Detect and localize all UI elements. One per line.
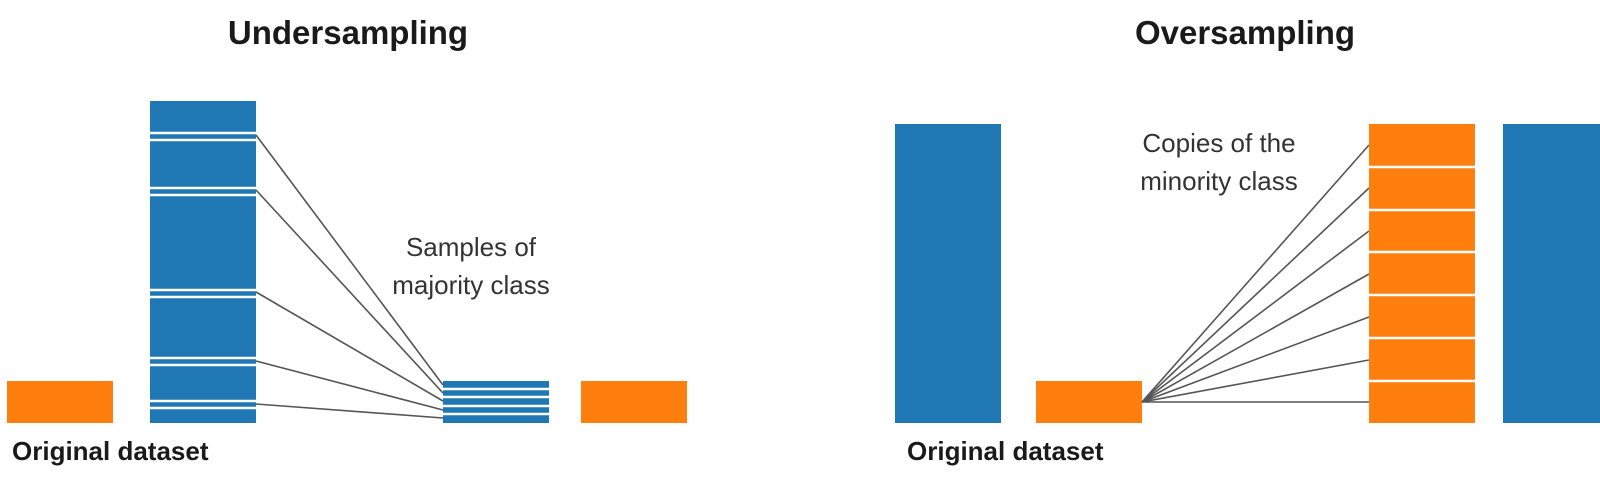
os-connector-lines: [1141, 144, 1370, 403]
os-connector: [1141, 359, 1370, 403]
us-original-minority-bar: [7, 381, 113, 423]
oversampling-panel: Oversampling Copies of the: [895, 14, 1600, 466]
us-note-line-1: Samples of: [406, 232, 537, 262]
us-connector: [255, 403, 444, 419]
os-note-line-2: minority class: [1140, 166, 1297, 196]
os-original-minority-bar: [1036, 381, 1142, 423]
os-connector: [1141, 230, 1370, 403]
os-connector: [1141, 187, 1370, 403]
oversampling-title: Oversampling: [1135, 14, 1355, 51]
os-minority-copies-bar: [1369, 124, 1475, 423]
us-connector: [255, 134, 444, 386]
undersampling-panel: Undersampling: [7, 14, 687, 466]
os-resampled-majority-bar: [1503, 124, 1600, 423]
us-connector-lines: [255, 134, 444, 419]
os-dataset-label: Original dataset: [907, 436, 1104, 466]
us-original-majority-bar: [150, 101, 256, 423]
us-note-line-2: majority class: [392, 270, 549, 300]
os-connector: [1141, 316, 1370, 403]
os-copy-separators: [1369, 165, 1475, 383]
us-resampled-majority-bar: [443, 381, 549, 423]
us-connector: [255, 291, 444, 402]
os-connector: [1141, 273, 1370, 403]
us-dataset-label: Original dataset: [12, 436, 209, 466]
us-resampled-minority-bar: [581, 381, 687, 423]
undersampling-title: Undersampling: [228, 14, 468, 51]
os-original-majority-bar: [895, 124, 1001, 423]
us-connector: [255, 189, 444, 394]
us-resampled-separators: [443, 387, 549, 416]
os-connector: [1141, 144, 1370, 403]
us-connector: [255, 360, 444, 411]
us-majority-sample-stripes: [150, 131, 256, 410]
os-note-line-1: Copies of the: [1142, 128, 1295, 158]
